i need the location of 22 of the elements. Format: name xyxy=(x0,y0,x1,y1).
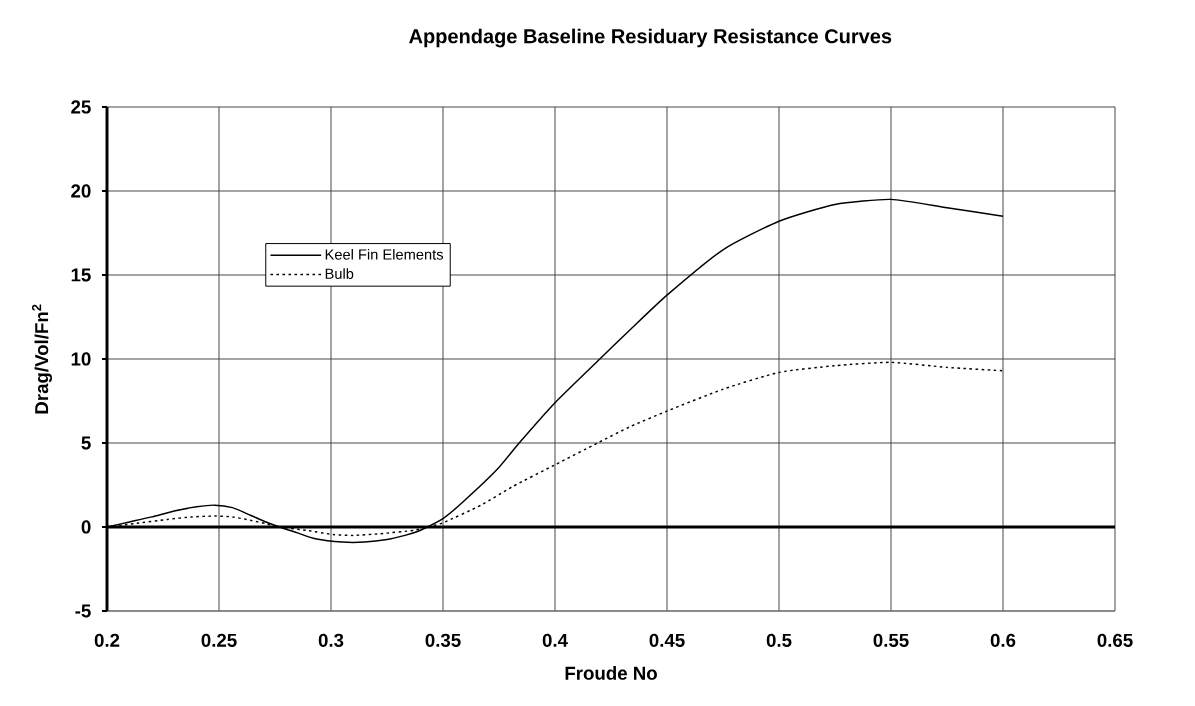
y-tick-label: 25 xyxy=(71,100,91,114)
y-tick-label: 5 xyxy=(81,436,91,450)
x-tick-label: 0.6 xyxy=(990,633,1016,647)
chart-title: Appendage Baseline Residuary Resistance Curves xyxy=(409,28,892,48)
legend-label: Bulb xyxy=(325,268,354,279)
y-tick-label: -5 xyxy=(75,604,91,618)
x-tick-label: 0.5 xyxy=(766,633,792,647)
x-tick-label: 0.4 xyxy=(542,633,568,647)
y-tick-label: 0 xyxy=(81,520,91,534)
legend-label: Keel Fin Elements xyxy=(325,248,444,260)
x-tick-label: 0.55 xyxy=(873,633,909,647)
x-tick-label: 0.45 xyxy=(649,633,685,647)
y-tick-label: 10 xyxy=(71,352,91,366)
y-axis-title: Drag/Vol/Fn$^{2}$ xyxy=(31,304,53,414)
x-tick-label: 0.35 xyxy=(425,633,461,647)
x-tick-label: 0.65 xyxy=(1097,633,1133,647)
x-tick-label: 0.3 xyxy=(318,633,344,647)
y-tick-label: 20 xyxy=(71,184,91,198)
y-tick-label: 15 xyxy=(71,268,91,282)
x-axis-title: Froude No xyxy=(565,666,657,680)
x-tick-label: 0.2 xyxy=(94,633,120,647)
x-tick-label: 0.25 xyxy=(201,633,237,647)
